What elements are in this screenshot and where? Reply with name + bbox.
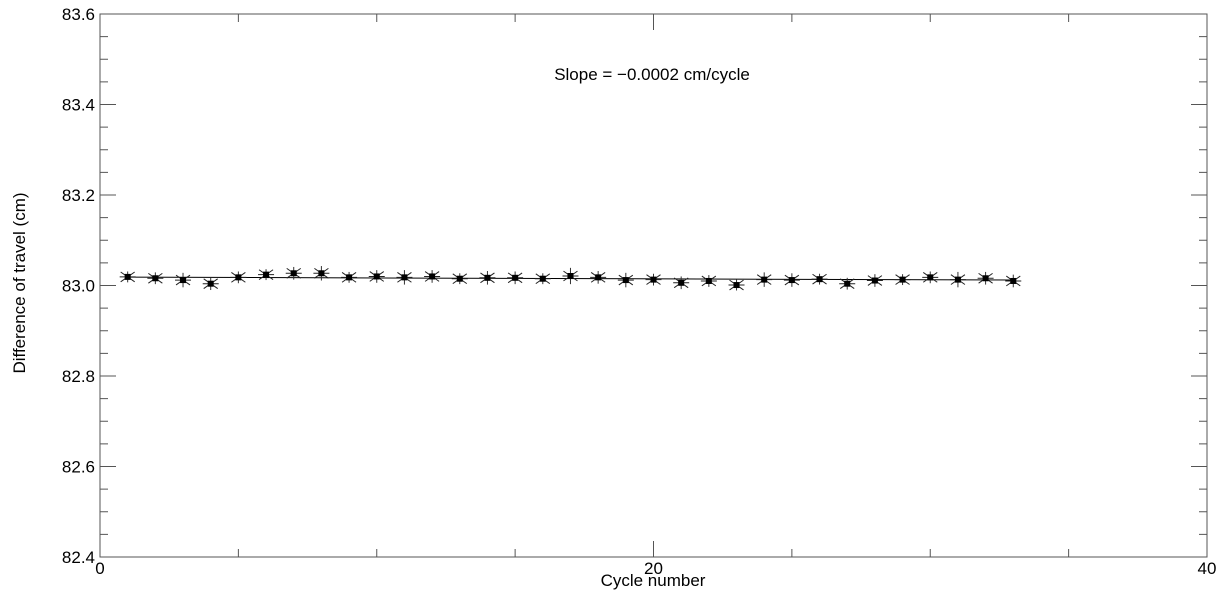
- data-point: [783, 273, 800, 287]
- data-point: [507, 271, 524, 285]
- data-point: [562, 267, 579, 285]
- marker-center: [152, 275, 159, 282]
- marker-center: [705, 277, 712, 284]
- marker-center: [235, 274, 242, 281]
- data-point: [728, 279, 745, 291]
- data-point: [756, 272, 773, 287]
- marker-center: [401, 274, 408, 281]
- data-point: [285, 266, 302, 280]
- data-point: [341, 271, 358, 283]
- data-point: [396, 270, 413, 285]
- marker-center: [733, 282, 740, 289]
- data-point: [922, 271, 939, 284]
- data-point: [119, 271, 136, 283]
- x-tick-label: 40: [1198, 559, 1217, 578]
- marker-center: [678, 279, 685, 286]
- x-axis-label: Cycle number: [601, 571, 706, 590]
- data-point: [977, 271, 994, 285]
- marker-center: [954, 276, 961, 283]
- data-point: [424, 270, 441, 283]
- marker-center: [595, 274, 602, 281]
- marker-center: [899, 276, 906, 283]
- marker-center: [263, 271, 270, 278]
- marker-center: [180, 277, 187, 284]
- marker-center: [816, 276, 823, 283]
- y-tick-label: 83.2: [62, 186, 95, 205]
- x-tick-label: 0: [95, 559, 104, 578]
- marker-center: [373, 273, 380, 280]
- marker-center: [484, 274, 491, 281]
- y-tick-label: 83.0: [62, 277, 95, 296]
- y-tick-label: 83.4: [62, 96, 95, 115]
- data-point: [451, 273, 468, 285]
- data-points: [119, 266, 1022, 291]
- data-point: [258, 269, 275, 281]
- marker-center: [788, 277, 795, 284]
- marker-center: [207, 280, 214, 287]
- data-point: [368, 270, 385, 283]
- data-point: [230, 271, 247, 284]
- data-point: [313, 266, 330, 281]
- marker-center: [622, 277, 629, 284]
- data-point: [866, 274, 883, 287]
- marker-center: [512, 274, 519, 281]
- marker-center: [429, 273, 436, 280]
- y-tick-label: 82.4: [62, 548, 95, 567]
- x-tick-label: 20: [644, 559, 663, 578]
- slope-annotation: Slope = −0.0002 cm/cycle: [554, 65, 750, 84]
- y-tick-label: 82.8: [62, 367, 95, 386]
- data-point: [894, 274, 911, 286]
- y-axis-label: Difference of travel (cm): [10, 192, 29, 373]
- y-tick-label: 83.6: [62, 5, 95, 24]
- marker-center: [1010, 277, 1017, 284]
- marker-center: [290, 270, 297, 277]
- data-point: [147, 272, 164, 285]
- marker-center: [650, 276, 657, 283]
- data-point: [202, 277, 219, 291]
- data-point: [534, 273, 551, 285]
- data-point: [811, 273, 828, 285]
- data-point: [700, 275, 717, 287]
- marker-center: [456, 275, 463, 282]
- data-point: [617, 272, 634, 288]
- marker-center: [844, 280, 851, 287]
- marker-center: [567, 272, 574, 279]
- marker-center: [927, 274, 934, 281]
- data-point: [175, 272, 192, 288]
- data-point: [673, 276, 690, 290]
- marker-center: [871, 277, 878, 284]
- marker-center: [982, 275, 989, 282]
- data-point: [949, 271, 966, 288]
- y-tick-label: 82.6: [62, 458, 95, 477]
- marker-center: [346, 274, 353, 281]
- data-point: [839, 277, 856, 290]
- data-point: [479, 271, 496, 285]
- marker-center: [124, 273, 131, 280]
- x-axis-ticks: 0 20 40: [95, 14, 1216, 578]
- data-point: [645, 273, 662, 286]
- marker-center: [318, 270, 325, 277]
- marker-center: [539, 275, 546, 282]
- marker-center: [761, 276, 768, 283]
- data-point: [1005, 274, 1022, 288]
- y-axis-ticks: 82.4 82.6 82.8 83.0 83.2 83.4 83.6: [62, 5, 1207, 567]
- data-point: [590, 271, 607, 284]
